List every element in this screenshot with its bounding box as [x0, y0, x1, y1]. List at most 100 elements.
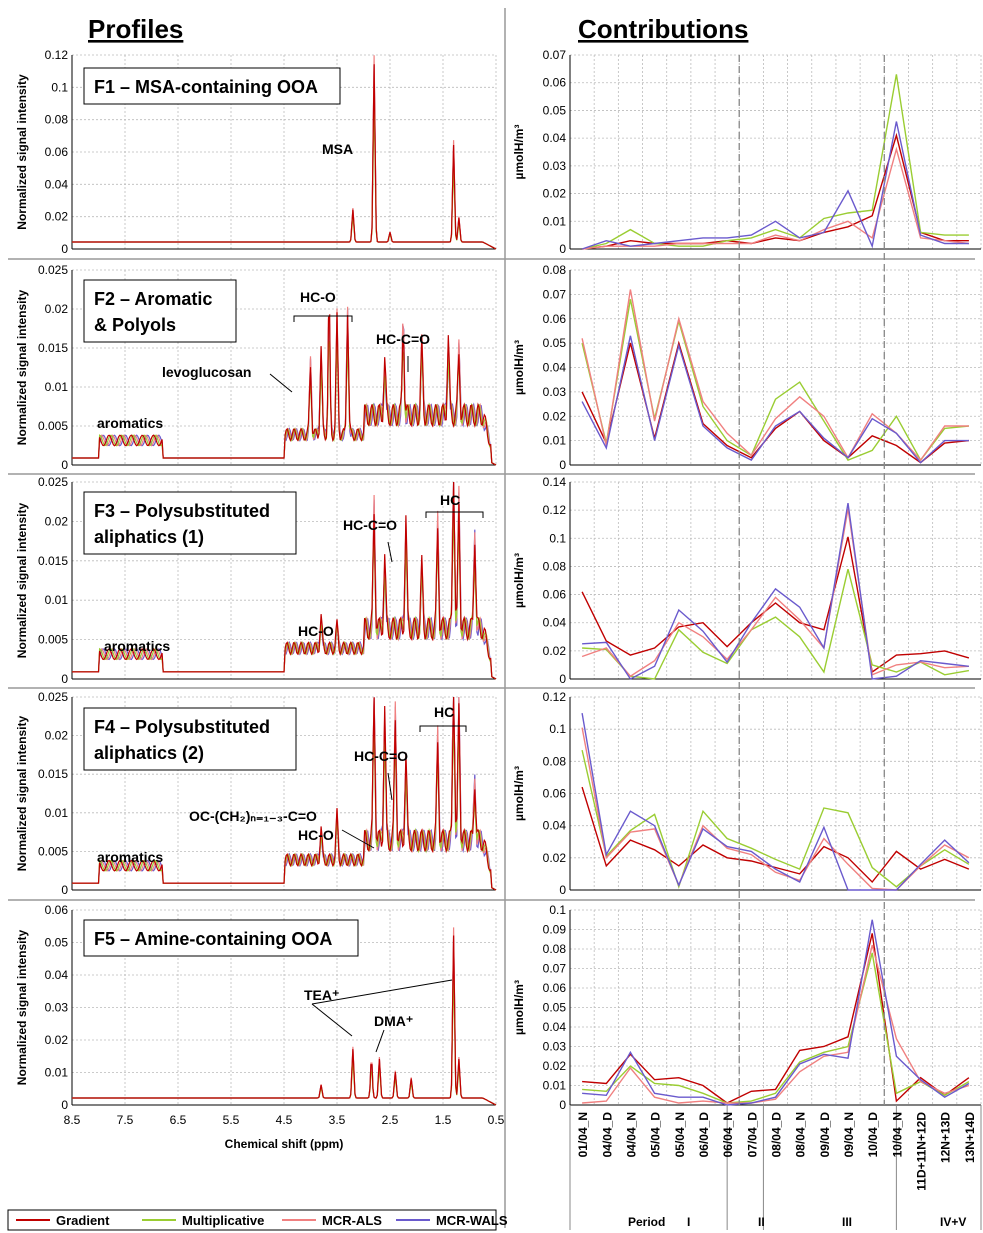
series-line-mcr-wals	[581, 712, 970, 891]
y-tick-label: 0	[559, 1098, 566, 1112]
y-tick-label: 0.01	[45, 806, 69, 820]
y-tick-label: 0.04	[543, 131, 567, 145]
y-tick-label: 0.06	[45, 903, 69, 917]
y-tick-label: 0.1	[549, 903, 566, 917]
y-tick-label: 0.06	[543, 588, 567, 602]
annotation-label: HC-C=O	[376, 331, 430, 347]
series-line-mcr-wals	[581, 335, 969, 464]
series-line-mcr-wals	[581, 121, 969, 250]
y-tick-label: 0.05	[543, 1001, 567, 1015]
series-line-gradient	[581, 786, 970, 884]
arrow-hc-c-o-f3	[387, 541, 393, 563]
y-tick-label: 0	[61, 1098, 68, 1112]
contribution-panel-C2: 0 0.01 0.02 0.03 0.04 0.05 0.06 0.07 0.08 µmolH/m…	[512, 263, 982, 472]
y-tick-label: 0.08	[45, 113, 69, 127]
x-axis-label: Chemical shift (ppm)	[225, 1137, 344, 1151]
y-tick-label: 0.09	[543, 923, 567, 937]
arrow-dma	[375, 1029, 385, 1053]
profile-panel-F1: 0 0.02 0.04 0.06 0.08 0.1 0.12 Normalized signa…	[15, 48, 497, 256]
y-tick-label: 0.12	[543, 690, 567, 704]
x-tick-label: 08/04_N	[794, 1112, 808, 1157]
annotation-label: aromatics	[97, 849, 163, 865]
contribution-panel-C5: 0 0.01 0.02 0.03 0.04 0.05 0.06 0.07 0.08 0.09 0.1…	[512, 903, 982, 1112]
y-tick-label: 0.02	[45, 514, 69, 528]
series-line-gradient	[72, 696, 497, 891]
y-tick-label: 0.05	[45, 936, 69, 950]
x-tick-label: 13N+14D	[963, 1112, 977, 1163]
arrow-hc-c-o-f4	[387, 772, 393, 801]
plots: 0 0.02 0.04 0.06 0.08 0.1 0.12 Normalized signa…	[8, 48, 982, 1230]
series-line-gradient	[72, 481, 497, 680]
contribution-panel-C1: 0 0.01 0.02 0.03 0.04 0.05 0.06 0.07 µmolH/m³	[512, 48, 982, 256]
period-name: II	[758, 1215, 765, 1229]
y-axis-label: Normalized signal intensity	[15, 502, 29, 658]
x-tick-label: 09/04_D	[818, 1112, 832, 1158]
y-tick-label: 0.015	[38, 341, 68, 355]
x-tick-label: 6.5	[170, 1113, 187, 1127]
y-tick-label: 0.02	[543, 1059, 567, 1073]
series-line-gradient	[72, 935, 497, 1106]
annotations-F1: MSA	[322, 141, 353, 157]
y-tick-label: 0.02	[543, 851, 567, 865]
period-name: I	[687, 1215, 690, 1229]
y-tick-label: 0.04	[543, 1020, 567, 1034]
x-tick-label: 05/04_D	[649, 1112, 663, 1158]
bracket-hc	[425, 511, 484, 518]
y-axis-label: Normalized signal intensity	[15, 74, 29, 230]
x-tick-label: 7.5	[117, 1113, 134, 1127]
title-frame	[83, 919, 359, 957]
y-tick-label: 0.02	[543, 644, 567, 658]
y-tick-label: 0.04	[45, 177, 69, 191]
x-tick-label: 11D+11N+12D	[915, 1112, 929, 1191]
y-tick-label: 0	[559, 672, 566, 686]
annotation-label: HC	[434, 704, 454, 720]
series-line-gradient	[72, 64, 497, 250]
series-line-gradient	[581, 536, 970, 674]
period-name: IV+V	[940, 1215, 966, 1229]
y-axis-label: µmolH/m³	[512, 340, 526, 395]
y-tick-label: 0	[559, 458, 566, 472]
y-tick-label: 0.07	[543, 287, 567, 301]
y-tick-label: 0.06	[543, 787, 567, 801]
annotation-label: OC-(CH₂)ₙ₌₁₋₃-C=O	[189, 808, 317, 824]
y-tick-label: 0.07	[543, 48, 567, 62]
annotation-label: HC-O	[298, 827, 334, 843]
y-tick-label: 0	[559, 242, 566, 256]
y-tick-label: 0.06	[543, 981, 567, 995]
series-line-mcr-als	[582, 944, 970, 1104]
x-tick-label: 06/04_D	[697, 1112, 711, 1158]
legend-frame	[7, 1209, 497, 1231]
panel-title: aliphatics (2)	[94, 743, 204, 763]
y-tick-label: 0.08	[543, 559, 567, 573]
y-tick-label: 0.02	[543, 187, 567, 201]
series-line-gradient	[582, 933, 970, 1104]
annotations-F2: HC-O HC-C=O levoglucosan aromatics	[97, 289, 430, 431]
annotation-label: HC-O	[298, 623, 334, 639]
y-tick-label: 0.04	[543, 361, 567, 375]
y-tick-label: 0.01	[543, 1079, 567, 1093]
y-tick-label: 0.06	[543, 312, 567, 326]
y-tick-label: 0.1	[549, 531, 566, 545]
y-tick-label: 0.08	[543, 263, 567, 277]
x-tick-label: 3.5	[329, 1113, 346, 1127]
x-tick-label: 10/04_N	[890, 1112, 904, 1157]
y-tick-label: 0.04	[543, 819, 567, 833]
y-tick-label: 0.01	[45, 1066, 69, 1080]
y-axis-label: Normalized signal intensity	[15, 929, 29, 1085]
annotation-label: TEA⁺	[304, 987, 339, 1003]
y-tick-label: 0	[61, 242, 68, 256]
panel-title: F3 – Polysubstituted	[94, 501, 270, 521]
y-tick-label: 0.04	[543, 616, 567, 630]
y-tick-label: 0	[559, 883, 566, 897]
x-tick-label: 5.5	[223, 1113, 240, 1127]
series-line-mcr-als	[581, 727, 970, 891]
y-tick-label: 0	[61, 883, 68, 897]
panel-title: F2 – Aromatic	[94, 289, 212, 309]
y-tick-label: 0.1	[51, 80, 68, 94]
y-axis-label: Normalized signal intensity	[15, 715, 29, 871]
y-tick-label: 0.015	[38, 767, 68, 781]
x-tick-label: 0.5	[488, 1113, 505, 1127]
annotation-label: levoglucosan	[162, 364, 251, 380]
y-tick-label: 0.14	[543, 475, 567, 489]
title-box-F4: F4 – Polysubstituted aliphatics (2)	[83, 707, 297, 771]
